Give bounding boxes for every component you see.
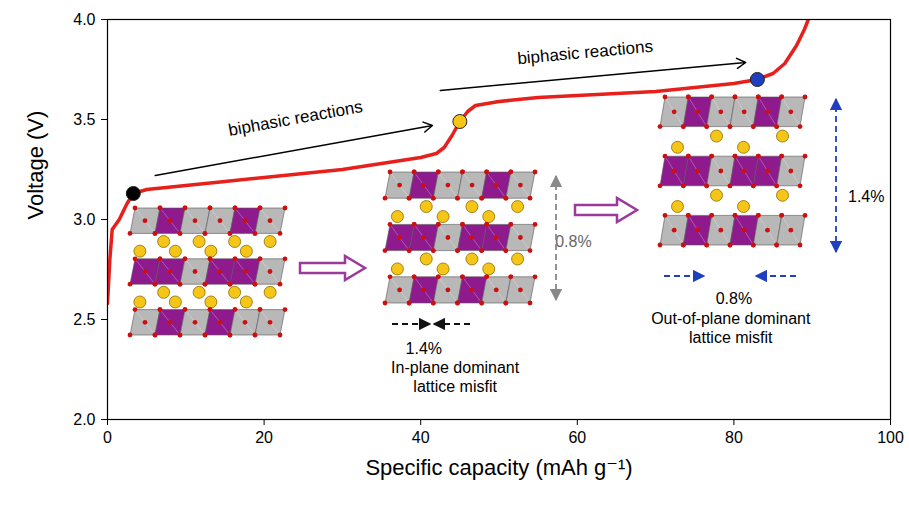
svg-text:4.0: 4.0 <box>73 11 95 28</box>
svg-text:100: 100 <box>877 429 904 446</box>
svg-text:Specific capacity (mAh g⁻¹): Specific capacity (mAh g⁻¹) <box>365 455 632 480</box>
svg-text:0.8%: 0.8% <box>555 233 591 250</box>
svg-text:In-plane dominantlattice misfi: In-plane dominantlattice misfit <box>391 359 520 395</box>
svg-text:2.0: 2.0 <box>73 411 95 428</box>
svg-text:80: 80 <box>725 429 743 446</box>
svg-text:1.4%: 1.4% <box>406 340 442 357</box>
svg-text:biphasic reactions: biphasic reactions <box>227 97 364 140</box>
svg-text:biphasic reactions: biphasic reactions <box>517 37 654 68</box>
svg-text:Voltage (V): Voltage (V) <box>23 111 48 220</box>
svg-text:3.0: 3.0 <box>73 211 95 228</box>
svg-text:Out-of-plane dominantlattice m: Out-of-plane dominantlattice misfit <box>651 310 811 346</box>
svg-text:40: 40 <box>412 429 430 446</box>
svg-text:2.5: 2.5 <box>73 311 95 328</box>
svg-text:3.5: 3.5 <box>73 111 95 128</box>
svg-text:0.8%: 0.8% <box>716 290 752 307</box>
svg-text:60: 60 <box>568 429 586 446</box>
svg-text:0: 0 <box>103 429 112 446</box>
svg-text:1.4%: 1.4% <box>848 188 884 205</box>
svg-text:20: 20 <box>255 429 273 446</box>
